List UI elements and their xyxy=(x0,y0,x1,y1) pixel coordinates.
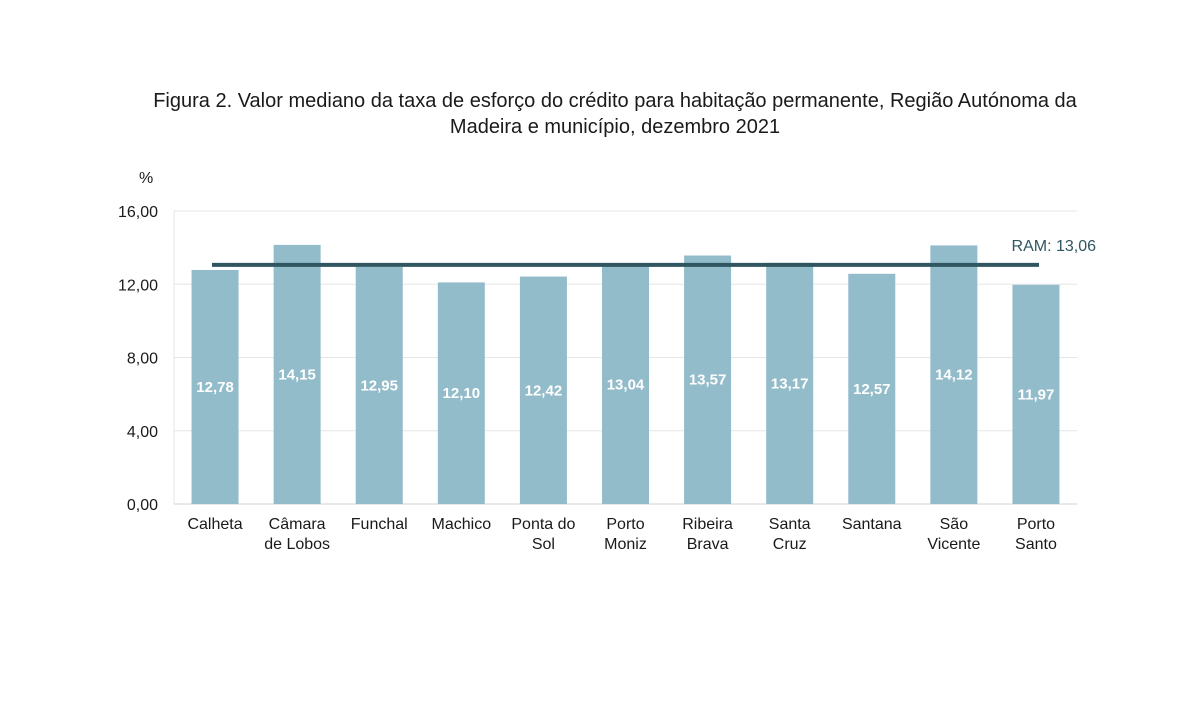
category-label: Brava xyxy=(687,536,729,553)
y-axis-ticks: 0,00 4,00 8,00 12,00 16,00 xyxy=(118,204,158,514)
bar xyxy=(684,255,732,504)
category-label: Ponta do xyxy=(511,516,575,533)
bar xyxy=(1012,284,1060,504)
category-label: Câmara xyxy=(269,516,326,533)
x-axis-categories: Calheta Câmara de Lobos Funchal Machico Ponta… xyxy=(187,516,1056,553)
category-label: Santana xyxy=(842,516,902,533)
category-label: Porto xyxy=(606,516,644,533)
bar-value-label: 12,10 xyxy=(443,385,481,402)
y-tick-label: 0,00 xyxy=(127,497,158,514)
y-tick-label: 12,00 xyxy=(118,277,158,294)
y-tick-label: 8,00 xyxy=(127,351,158,368)
bar xyxy=(519,276,567,504)
bar xyxy=(930,245,978,505)
category-label: Sol xyxy=(532,536,555,553)
category-label: Moniz xyxy=(604,536,647,553)
category-label: Vicente xyxy=(927,536,980,553)
category-label: Funchal xyxy=(351,516,408,533)
bar xyxy=(191,269,239,504)
y-tick-label: 16,00 xyxy=(118,204,158,221)
reference-line-group: RAM: 13,06 xyxy=(212,238,1097,267)
bar-value-label: 13,17 xyxy=(771,375,809,392)
y-axis-unit-label: % xyxy=(139,170,153,187)
bar-value-label: 11,97 xyxy=(1018,386,1055,403)
bar-value-label: 12,78 xyxy=(196,379,234,396)
reference-line-label: RAM: 13,06 xyxy=(1012,238,1097,255)
bar-value-label: 12,57 xyxy=(853,381,891,398)
category-label: de Lobos xyxy=(264,536,330,553)
category-label: Machico xyxy=(432,516,492,533)
category-label: Calheta xyxy=(187,516,242,533)
bars: 12,78 14,15 12,95 12,10 12,42 13,04 13,57 13,17… xyxy=(191,244,1060,505)
chart-title-line-2: Madeira e município, dezembro 2021 xyxy=(449,116,781,138)
bar-value-label: 13,04 xyxy=(607,377,645,394)
category-label: São xyxy=(940,516,969,533)
bar-value-label: 13,57 xyxy=(689,372,727,389)
bar xyxy=(848,273,896,504)
category-label: Ribeira xyxy=(682,516,733,533)
bar xyxy=(437,282,485,504)
chart-title-line-1: Figura 2. Valor mediano da taxa de esfor… xyxy=(153,90,1077,112)
bar xyxy=(766,262,814,504)
category-label: Porto xyxy=(1017,516,1055,533)
bar-value-label: 14,12 xyxy=(935,367,973,384)
category-label: Cruz xyxy=(773,536,807,553)
bar xyxy=(273,244,321,505)
category-label: Santa xyxy=(769,516,811,533)
bar-value-label: 14,15 xyxy=(278,366,316,383)
y-tick-label: 4,00 xyxy=(127,424,158,441)
category-label: Santo xyxy=(1015,536,1057,553)
bar-value-label: 12,95 xyxy=(360,377,398,394)
bar xyxy=(602,265,649,504)
bar xyxy=(355,266,403,504)
bar-value-label: 12,42 xyxy=(525,382,563,399)
chart-title: Figura 2. Valor mediano da taxa de esfor… xyxy=(100,88,1130,140)
